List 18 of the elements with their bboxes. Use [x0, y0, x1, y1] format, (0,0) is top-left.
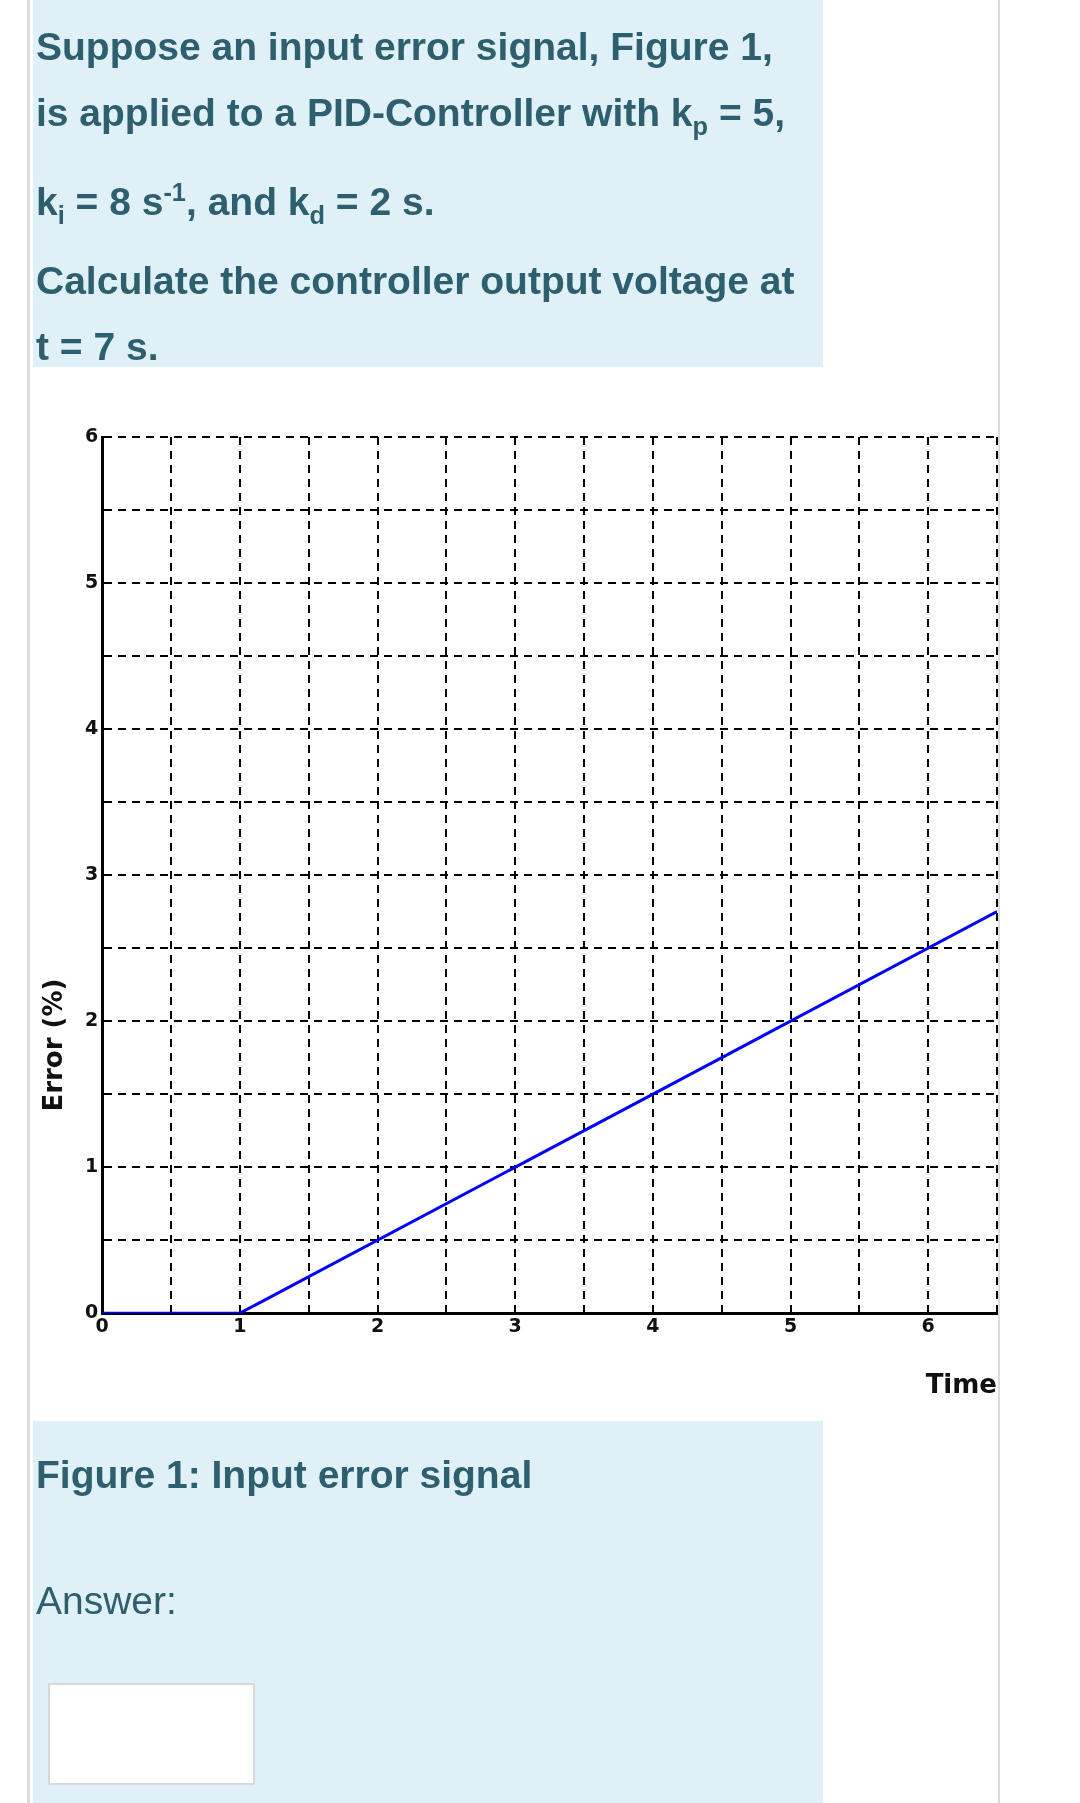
x-tick-label: 4	[646, 1313, 660, 1336]
x-tick-label: 3	[508, 1313, 522, 1336]
chart-subtitle: Calculate the controller output voltage at t = 7 s.	[35, 257, 796, 370]
y-axis-title: Error (%)	[37, 978, 68, 1112]
x-axis-title: Time	[925, 1369, 997, 1400]
x-tick-label: 2	[370, 1313, 385, 1336]
chart-title: Suppose an input error signal, Figure 1, is applied to a PID-Controller with k$_{p}$ = 5, k$_{i}$ = 8 s$^{-1}$, and k$_{d}$ = 2 s.	[36, 25, 786, 229]
x-tick-label: 6	[921, 1313, 935, 1336]
y-tick-label: 1	[84, 1154, 99, 1177]
y-tick-label: 4	[84, 716, 99, 738]
y-tick-label: 6	[84, 423, 99, 446]
x-tick-label: 5	[783, 1313, 798, 1336]
y-tick-label: 2	[84, 1008, 99, 1031]
y-tick-label: 3	[84, 862, 99, 885]
caption: Figure 1: Input error signal	[36, 1453, 533, 1497]
text: Answer:	[36, 1579, 177, 1623]
x-tick-label: 1	[233, 1313, 247, 1336]
y-tick-label: 5	[84, 569, 99, 592]
